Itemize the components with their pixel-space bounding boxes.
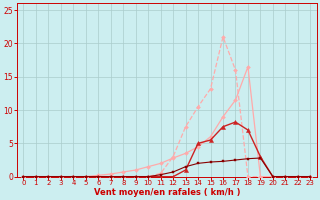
X-axis label: Vent moyen/en rafales ( km/h ): Vent moyen/en rafales ( km/h ) [94, 188, 240, 197]
